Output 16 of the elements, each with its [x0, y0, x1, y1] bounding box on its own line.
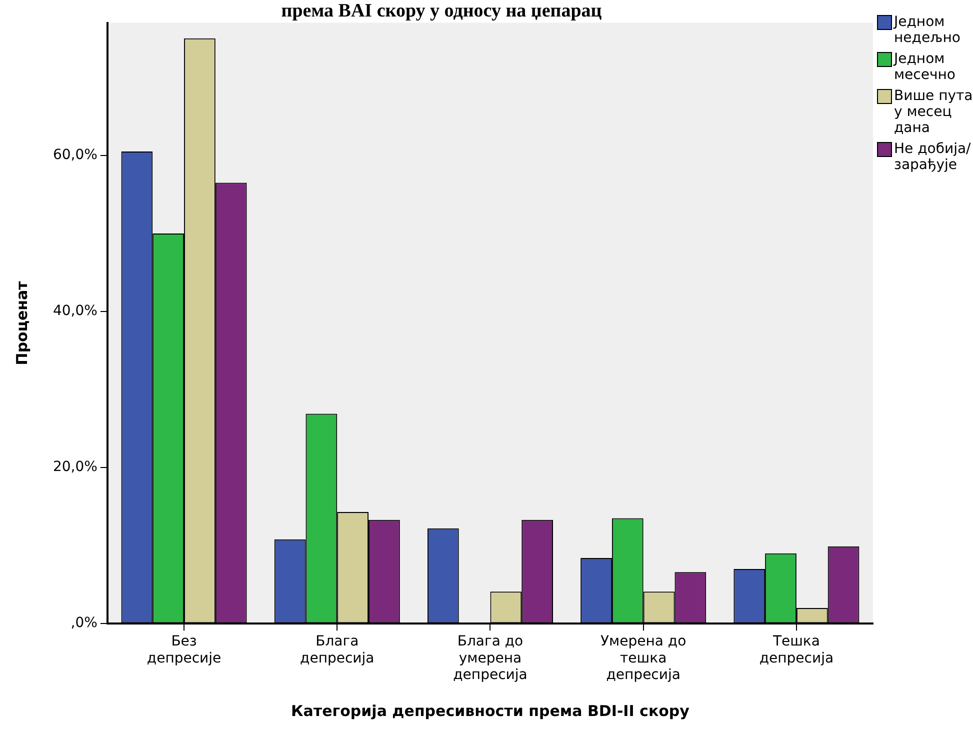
x-tick-label: Блага депресија: [300, 634, 374, 666]
x-axis-title: Категорија депресивности према BDI-II скору: [291, 702, 690, 720]
legend-label: Једном недељно: [894, 14, 962, 46]
x-tick-label: Тешка депресија: [759, 634, 834, 666]
y-axis-title: Проценат: [12, 280, 31, 366]
chart-title: према BAI скору у односу на џепарац: [281, 0, 602, 22]
legend-label: Више пута у месец дана: [894, 88, 973, 136]
y-tick-label: 40,0%: [52, 303, 98, 320]
y-tick-label: 20,0%: [52, 459, 98, 476]
legend-label: Једном месечно: [894, 51, 956, 83]
x-tick-label: Блага до умерена депресија: [453, 634, 528, 684]
y-tick-label: 60,0%: [52, 147, 98, 164]
x-tick-label: Умерена до тешка депресија: [600, 634, 686, 684]
y-tick-label: ,0%: [70, 615, 98, 632]
legend-label: Не добија/зарађује: [894, 141, 972, 173]
x-tick-label: Без депресије: [146, 634, 222, 666]
